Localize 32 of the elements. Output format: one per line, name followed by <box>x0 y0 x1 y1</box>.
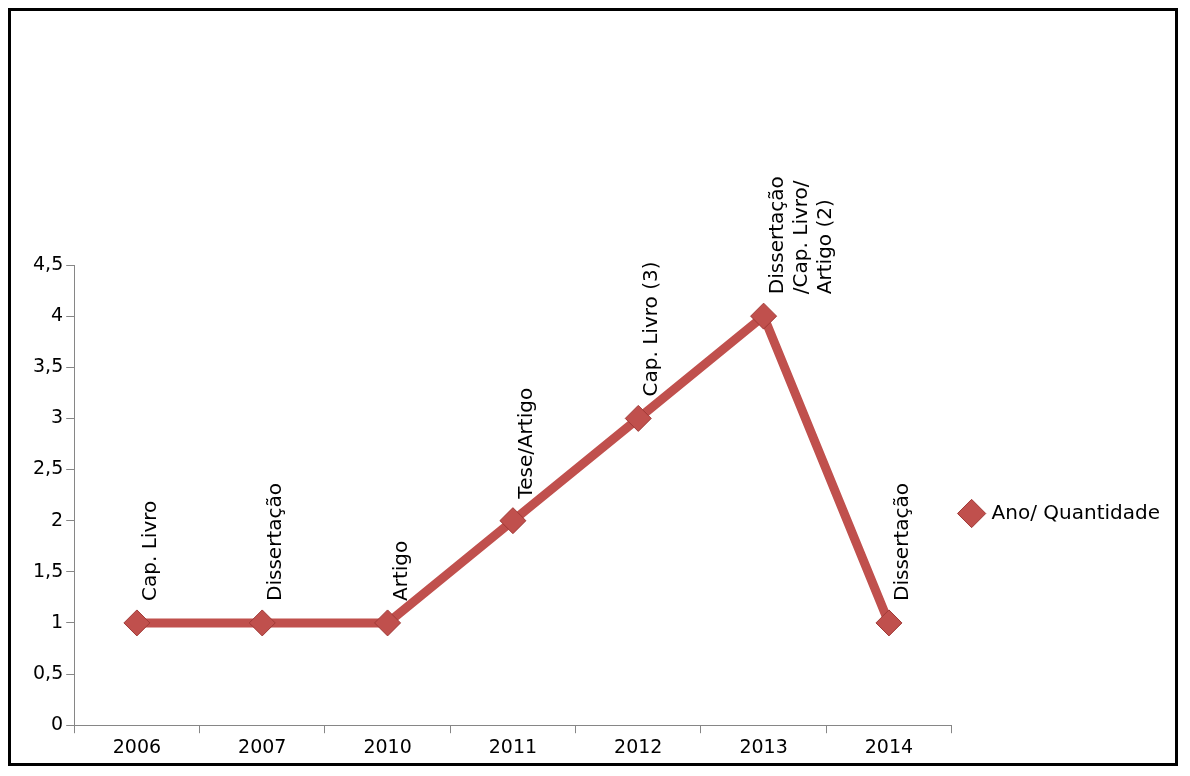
y-tick-label: 1,5 <box>33 558 64 581</box>
x-tick-label: 2014 <box>864 734 914 757</box>
legend-label: Ano/ Quantidade <box>991 499 1160 524</box>
x-tick-label: 2013 <box>739 734 788 757</box>
y-tick-label: 1 <box>51 609 64 632</box>
point <box>248 609 276 637</box>
annotation: Cap. Livro <box>137 500 162 601</box>
point <box>875 609 903 637</box>
y-tick-label: 0 <box>51 712 64 735</box>
y-tick-label: 2 <box>51 507 64 530</box>
point <box>374 609 402 637</box>
point <box>750 302 778 330</box>
x-tick-label: 2012 <box>614 734 663 757</box>
y-tick-label: 3 <box>51 405 64 428</box>
y-tick-label: 4,5 <box>33 251 64 274</box>
y-tick-label: 4 <box>51 303 64 326</box>
point <box>123 609 151 637</box>
x-tick-label: 2006 <box>112 734 162 757</box>
point <box>624 404 652 432</box>
annotation: Cap. Livro (3) <box>638 261 663 397</box>
x-tick-label: 2007 <box>238 734 287 757</box>
y-tick-label: 2,5 <box>33 456 64 479</box>
annotation: Dissertação <box>262 483 287 601</box>
y-tick-label: 3,5 <box>33 354 64 377</box>
annotation: Artigo <box>387 540 412 601</box>
point <box>499 507 527 535</box>
annotation: Dissertação /Cap. Livro/ Artigo (2) <box>763 176 836 295</box>
x-tick-label: 2010 <box>363 734 412 757</box>
annotation: Dissertação <box>889 483 914 601</box>
x-tick-label: 2011 <box>488 734 538 757</box>
annotation: Tese/Artigo <box>513 387 538 500</box>
y-tick-label: 0,5 <box>33 661 64 683</box>
